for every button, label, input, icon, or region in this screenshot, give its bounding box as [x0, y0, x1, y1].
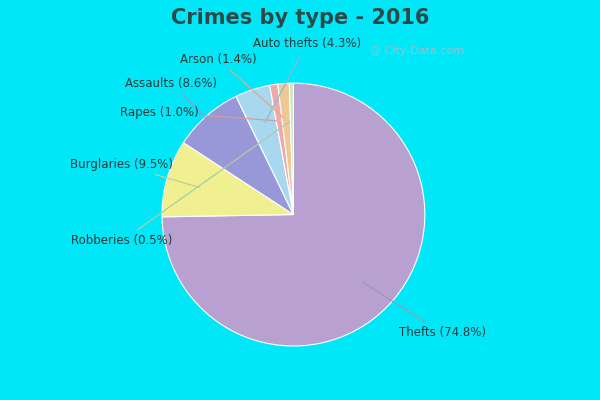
- Wedge shape: [184, 96, 293, 214]
- Wedge shape: [162, 83, 425, 346]
- Text: Crimes by type - 2016: Crimes by type - 2016: [171, 8, 429, 28]
- Wedge shape: [162, 143, 293, 217]
- Text: Burglaries (9.5%): Burglaries (9.5%): [70, 158, 200, 188]
- Wedge shape: [236, 85, 293, 214]
- Text: Auto thefts (4.3%): Auto thefts (4.3%): [253, 37, 361, 122]
- Text: Robberies (0.5%): Robberies (0.5%): [71, 122, 290, 247]
- Text: @ City-Data.com: @ City-Data.com: [370, 46, 464, 56]
- Text: Rapes (1.0%): Rapes (1.0%): [120, 106, 277, 121]
- Wedge shape: [289, 83, 293, 214]
- Wedge shape: [278, 83, 293, 214]
- Text: Assaults (8.6%): Assaults (8.6%): [125, 77, 229, 142]
- Text: Arson (1.4%): Arson (1.4%): [180, 53, 284, 118]
- Text: Thefts (74.8%): Thefts (74.8%): [363, 282, 485, 339]
- Wedge shape: [269, 84, 293, 214]
